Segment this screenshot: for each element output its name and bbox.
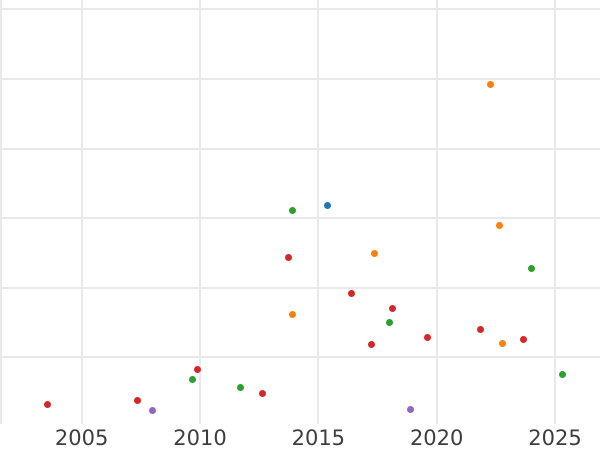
scatter-point-green: [385, 318, 393, 326]
scatter-point-red: [389, 305, 397, 313]
scatter-point-green: [558, 371, 566, 379]
x-tick-label-2025: 2025: [528, 426, 582, 450]
horizontal-gridline: [0, 286, 600, 289]
vertical-gridline: [317, 0, 320, 424]
vertical-gridline: [435, 0, 438, 424]
scatter-point-red: [477, 325, 485, 333]
scatter-point-red: [347, 289, 355, 297]
horizontal-gridline: [0, 356, 600, 359]
scatter-point-blue: [323, 202, 331, 210]
scatter-point-green: [528, 265, 536, 273]
x-tick-label-2010: 2010: [173, 426, 227, 450]
x-tick-label-2020: 2020: [409, 426, 464, 450]
vertical-gridline: [80, 0, 83, 424]
horizontal-gridline: [0, 217, 600, 220]
scatter-point-red: [423, 333, 431, 341]
vertical-gridline: [554, 0, 557, 424]
scatter-point-red: [133, 396, 141, 404]
scatter-point-green: [237, 383, 245, 391]
horizontal-gridline: [0, 147, 600, 150]
scatter-point-orange: [486, 81, 494, 89]
x-tick-label-2005: 2005: [54, 426, 109, 450]
scatter-point-orange: [289, 310, 297, 318]
scatter-point-orange: [495, 222, 503, 230]
horizontal-gridline: [0, 8, 600, 11]
scatter-point-green: [288, 206, 296, 214]
horizontal-gridline: [0, 78, 600, 80]
scatter-point-purple: [148, 406, 156, 414]
scatter-point-red: [284, 254, 292, 262]
x-tick-label-2015: 2015: [291, 426, 346, 450]
scatter-point-red: [193, 365, 201, 373]
vertical-gridline: [199, 0, 201, 424]
scatter-point-red: [43, 401, 51, 409]
scatter-point-red: [368, 341, 376, 349]
vertical-gridline: [0, 0, 2, 424]
scatter-point-purple: [406, 405, 414, 413]
scatter-point-green: [188, 375, 196, 383]
plot-panel: [0, 0, 600, 424]
scatter-point-orange: [499, 339, 507, 347]
scatter-point-red: [258, 389, 266, 397]
scatter-point-orange: [371, 250, 379, 258]
scatter-point-red: [519, 336, 527, 344]
